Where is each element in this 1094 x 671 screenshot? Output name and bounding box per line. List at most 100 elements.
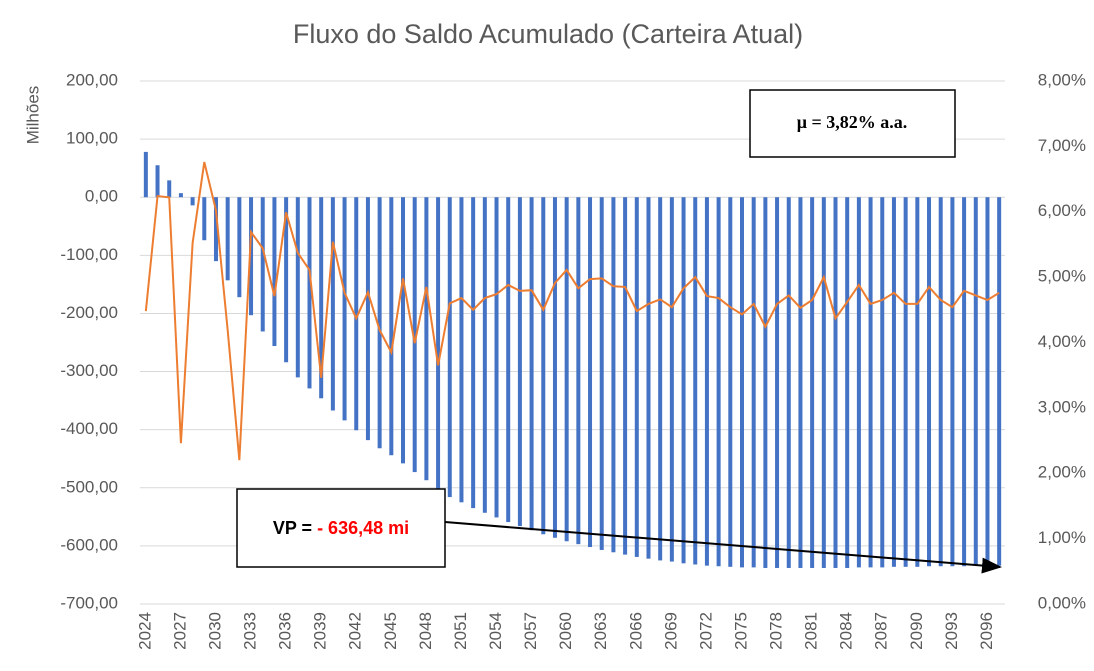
bar xyxy=(284,197,289,363)
x-tick-label: 2027 xyxy=(170,612,189,650)
bar xyxy=(588,197,593,548)
bar xyxy=(938,197,943,567)
bar xyxy=(576,197,581,545)
x-tick-label: 2075 xyxy=(731,612,750,650)
bar xyxy=(658,197,663,561)
bar xyxy=(225,197,230,281)
annotation: VP = - 636,48 mi xyxy=(273,518,409,538)
bar xyxy=(354,197,359,431)
x-tick-label: 2093 xyxy=(942,612,961,650)
bar xyxy=(564,197,569,542)
bar xyxy=(272,197,277,346)
bar xyxy=(763,197,768,568)
arrow xyxy=(444,521,1002,574)
bar xyxy=(915,197,920,567)
bar xyxy=(997,197,1002,566)
y-tick-label: 200,00 xyxy=(66,70,118,89)
y-tick-label: -200,00 xyxy=(60,303,118,322)
x-tick-label: 2087 xyxy=(872,612,891,650)
bar xyxy=(611,197,616,553)
y2-tick-label: 1,00% xyxy=(1038,528,1086,547)
bar xyxy=(716,197,721,567)
bar xyxy=(623,197,628,555)
bar xyxy=(529,197,534,531)
y2-tick-label: 2,00% xyxy=(1038,463,1086,482)
bar xyxy=(365,197,370,441)
bar xyxy=(821,197,826,568)
bar xyxy=(436,197,441,491)
bar xyxy=(342,197,347,421)
bar xyxy=(681,197,686,564)
annotation-box xyxy=(236,488,446,568)
x-tick-label: 2051 xyxy=(451,612,470,650)
annotation-box xyxy=(749,89,956,158)
bar xyxy=(178,193,183,198)
bar xyxy=(634,197,639,557)
x-tick-label: 2063 xyxy=(591,612,610,650)
x-tick-label: 2045 xyxy=(381,612,400,650)
bar xyxy=(903,197,908,567)
x-tick-label: 2060 xyxy=(556,612,575,650)
chart-title: Fluxo do Saldo Acumulado (Carteira Atual… xyxy=(293,19,803,49)
bar xyxy=(506,197,511,523)
bar xyxy=(319,197,324,399)
x-tick-label: 2078 xyxy=(767,612,786,650)
bar xyxy=(412,197,417,473)
bar xyxy=(190,197,195,206)
y2-tick-label: 3,00% xyxy=(1038,397,1086,416)
annotation-label: VP = xyxy=(273,518,317,538)
x-tick-label: 2024 xyxy=(135,612,154,650)
x-tick-label: 2054 xyxy=(486,612,505,650)
marks xyxy=(143,151,1002,568)
bar xyxy=(471,197,476,509)
bar xyxy=(833,197,838,568)
y2-tick-label: 7,00% xyxy=(1038,136,1086,155)
bar xyxy=(494,197,499,518)
y-tick-label: -100,00 xyxy=(60,245,118,264)
x-tick-label: 2057 xyxy=(521,612,540,650)
x-tick-label: 2048 xyxy=(416,612,435,650)
bar xyxy=(880,197,885,568)
bar xyxy=(517,197,522,527)
y2-tick-label: 0,00% xyxy=(1038,593,1086,612)
bar xyxy=(798,197,803,568)
x-tick-label: 2033 xyxy=(241,612,260,650)
annotation: μ = 3,82% a.a. xyxy=(797,112,907,132)
x-tick-label: 2039 xyxy=(311,612,330,650)
x-tick-label: 2030 xyxy=(205,612,224,650)
bar xyxy=(424,197,429,481)
x-tick-label: 2036 xyxy=(276,612,295,650)
bar xyxy=(459,197,464,503)
bar xyxy=(985,197,990,566)
bar xyxy=(868,197,873,568)
bar xyxy=(704,197,709,566)
bar xyxy=(950,197,955,567)
y2-tick-label: 4,00% xyxy=(1038,332,1086,351)
bar xyxy=(845,197,850,568)
bar xyxy=(389,197,394,456)
bar xyxy=(401,197,406,464)
x-tick-label: 2090 xyxy=(907,612,926,650)
y-tick-label: -700,00 xyxy=(60,593,118,612)
bar xyxy=(751,197,756,568)
x-tick-label: 2096 xyxy=(977,612,996,650)
bar xyxy=(646,197,651,559)
bar xyxy=(213,197,218,262)
bar xyxy=(307,197,312,389)
bar xyxy=(856,197,861,568)
x-tick-label: 2042 xyxy=(346,612,365,650)
x-tick-label: 2066 xyxy=(626,612,645,650)
bar xyxy=(330,197,335,411)
x-tick-label: 2072 xyxy=(696,612,715,650)
y-tick-label: -600,00 xyxy=(60,535,118,554)
bar xyxy=(377,197,382,449)
bar xyxy=(693,197,698,565)
bar xyxy=(295,197,300,378)
y-tick-label: -400,00 xyxy=(60,419,118,438)
bar xyxy=(143,151,148,198)
bar xyxy=(260,197,265,332)
y2-tick-label: 6,00% xyxy=(1038,201,1086,220)
bar xyxy=(810,197,815,568)
bar xyxy=(482,197,487,513)
annotation-value: - 636,48 mi xyxy=(317,518,409,538)
